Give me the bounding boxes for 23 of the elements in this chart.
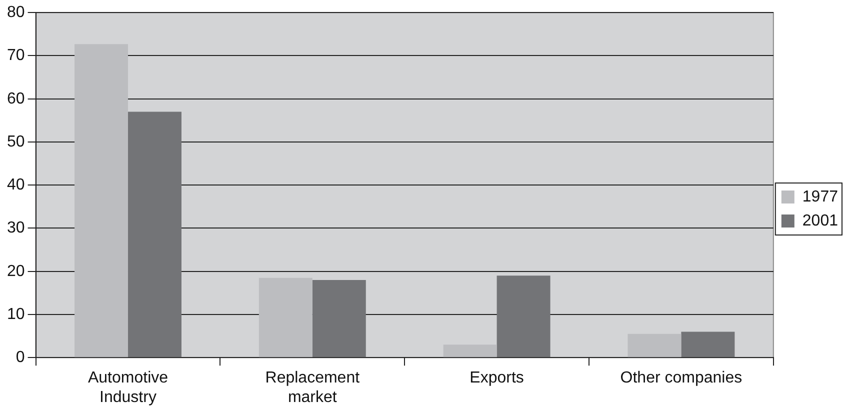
x-tick-label: Replacement market: [265, 370, 360, 406]
legend-label: 2001: [802, 212, 838, 230]
y-tick-label: 10: [7, 306, 25, 323]
bar: [128, 112, 182, 358]
legend-label: 1977: [802, 188, 838, 206]
y-tick-label: 20: [7, 262, 25, 280]
bar: [258, 278, 312, 358]
y-tick-label: 40: [7, 176, 25, 194]
y-tick-label: 60: [7, 90, 25, 108]
x-tick-label: Exports: [470, 370, 524, 387]
y-tick-label: 50: [7, 133, 25, 150]
bar: [312, 280, 366, 358]
y-tick-label: 0: [16, 349, 25, 366]
bar: [443, 344, 497, 358]
y-tick-label: 80: [7, 4, 25, 22]
bar: [74, 44, 128, 358]
y-tick-label: 70: [7, 47, 25, 64]
bar: [681, 332, 735, 358]
y-tick-label: 30: [7, 220, 25, 237]
bar: [496, 276, 550, 358]
x-tick-label: Other companies: [620, 370, 742, 387]
x-tick-label: Automotive Industry: [88, 370, 168, 406]
bar: [628, 334, 682, 358]
